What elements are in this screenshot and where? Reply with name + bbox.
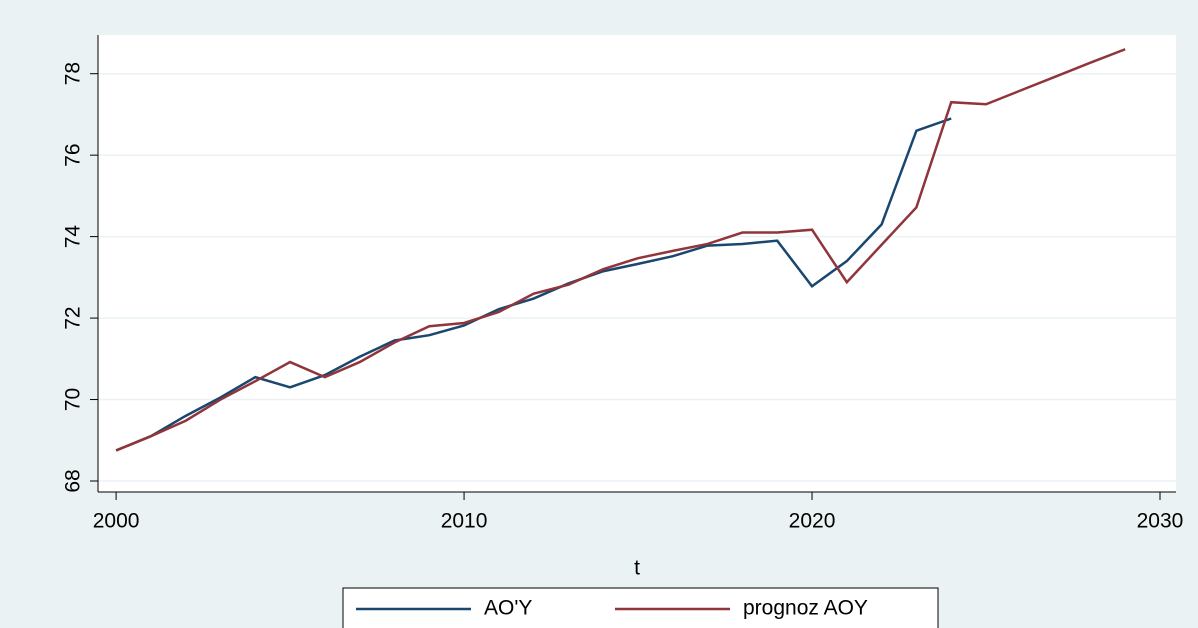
legend-label: AO'Y [484,597,532,620]
series-line [115,48,1126,452]
x-tick-label: 2010 [441,510,488,533]
y-tick-label: 70 [62,388,85,411]
x-tick-label: 2020 [789,510,836,533]
x-tick-label: 2030 [1137,510,1184,533]
x-axis-label: t [634,557,640,580]
series-line [115,117,952,452]
y-tick-label: 72 [62,306,85,329]
legend-label: prognoz AOY [743,597,868,620]
y-tick-label: 68 [62,469,85,492]
y-tick-label: 78 [62,62,85,85]
x-tick-label: 2000 [93,510,140,533]
y-tick-label: 76 [62,143,85,166]
y-tick-label: 74 [62,225,85,249]
